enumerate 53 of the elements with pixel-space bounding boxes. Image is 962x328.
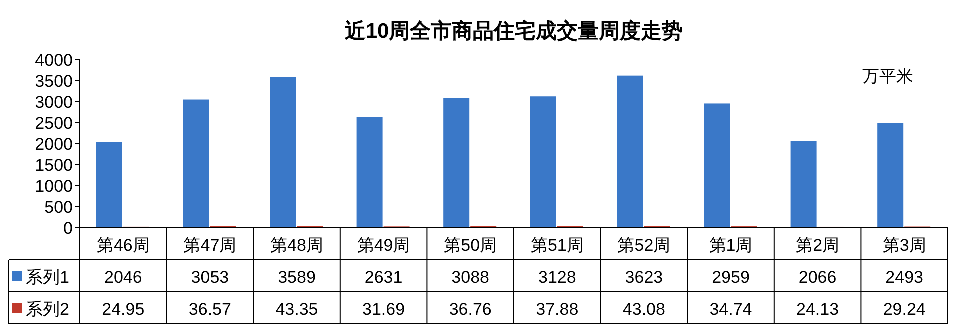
data-label: 3623 [625,268,664,287]
data-label: 3088 [452,268,490,287]
y-tick-label: 3500 [35,72,73,91]
data-label: 36.57 [188,300,232,319]
bar [96,142,122,228]
y-tick-label: 2000 [35,135,73,154]
y-tick-label: 2500 [35,114,73,133]
bar [183,100,210,228]
bar [530,96,556,228]
bar [356,118,383,228]
data-label: 24.13 [796,300,840,319]
x-tick-label: 第2周 [796,236,840,255]
bar [444,98,470,228]
x-tick-label: 第50周 [444,236,498,255]
data-label: 3589 [278,268,316,287]
chart-title: 近10周全市商品住宅成交量周度走势 [344,19,684,43]
data-label: 2959 [712,268,750,287]
x-tick-label: 第49周 [357,236,410,255]
y-tick-label: 500 [44,198,73,217]
bar [617,76,644,228]
data-label: 24.95 [102,300,145,319]
bar [790,141,817,228]
y-tick-label: 1000 [35,177,73,196]
data-label: 2631 [364,268,403,287]
data-label: 31.69 [362,300,406,319]
x-tick-label: 第51周 [530,236,584,255]
data-label: 2493 [886,268,924,287]
data-label: 36.76 [449,300,492,319]
data-label: 34.74 [710,300,752,319]
legend-label: 系列1 [26,268,70,287]
data-label: 3128 [538,268,576,287]
y-tick-label: 4000 [35,51,73,70]
y-tick-label: 1500 [35,156,73,175]
x-tick-label: 第47周 [184,236,237,255]
data-label: 37.88 [536,300,579,319]
bar [270,77,296,228]
bar [704,104,730,228]
x-tick-label: 第46周 [96,236,150,255]
x-tick-label: 第1周 [709,236,753,255]
data-label: 2066 [798,268,837,287]
data-label: 29.24 [883,300,926,319]
data-label: 2046 [104,268,142,287]
x-tick-label: 第3周 [882,236,926,255]
y-tick-label: 3000 [35,93,73,112]
data-label: 43.08 [622,300,666,319]
legend-label: 系列2 [26,300,70,319]
bar [878,123,904,228]
data-label: 43.35 [276,300,318,319]
annotation: 万平米 [862,67,914,86]
data-label: 3053 [191,268,230,287]
x-tick-label: 第48周 [270,236,324,255]
x-tick-label: 第52周 [618,236,671,255]
y-tick-label: 0 [64,219,73,238]
